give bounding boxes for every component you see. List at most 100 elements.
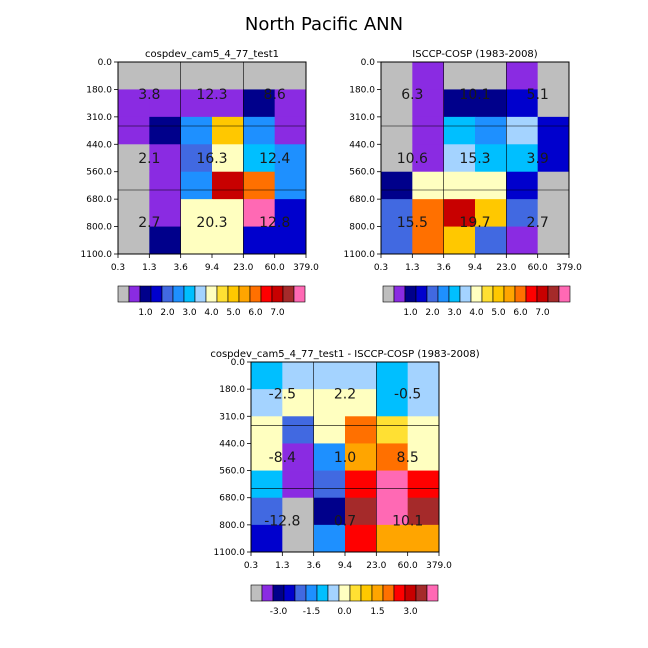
x-tick-label: 379.0	[556, 263, 582, 273]
heatmap-cell	[212, 116, 244, 145]
heatmap-cell	[118, 89, 150, 118]
heatmap-cell	[251, 470, 283, 499]
block-value: 8.5	[397, 450, 419, 466]
heatmap-cell	[443, 89, 476, 118]
heatmap-cell	[381, 89, 413, 118]
colorbar-label: 2.0	[425, 308, 440, 318]
heatmap-cell	[180, 171, 213, 200]
heatmap-cell	[251, 497, 283, 526]
y-tick-label: 440.0	[86, 140, 112, 150]
colorbar-swatch	[349, 584, 362, 602]
heatmap-cell	[243, 171, 276, 200]
colorbar-swatch	[282, 285, 295, 303]
heatmap-cell	[313, 497, 346, 526]
x-tick-label: 1.3	[405, 263, 419, 273]
heatmap-cell	[506, 144, 539, 173]
heatmap-cell	[282, 524, 315, 553]
block-value: 2.7	[527, 215, 549, 231]
colorbar-label: 1.0	[403, 308, 418, 318]
heatmap-cell	[407, 497, 440, 526]
heatmap-cell	[412, 171, 445, 200]
heatmap-cell	[506, 199, 539, 227]
heatmap-cell	[118, 199, 150, 227]
heatmap-cell	[376, 389, 409, 417]
x-tick-label: 0.3	[111, 263, 125, 273]
heatmap-cell	[118, 226, 150, 255]
heatmap-cell	[282, 443, 315, 471]
colorbar-label: 1.0	[138, 308, 153, 318]
y-tick-label: 680.0	[219, 494, 245, 504]
colorbar-swatch	[393, 285, 406, 303]
heatmap-cell	[376, 524, 409, 553]
heatmap-cell	[274, 62, 307, 90]
colorbar-swatch	[404, 285, 417, 303]
colorbar-swatch	[250, 584, 263, 602]
y-tick-label: 0.0	[98, 58, 113, 68]
heatmap-cell	[443, 116, 476, 145]
colorbar-swatch	[393, 584, 406, 602]
block-value: 6.3	[401, 87, 423, 103]
block-value: 3.9	[527, 151, 549, 167]
colorbar-swatch	[272, 584, 285, 602]
colorbar-swatch	[183, 285, 196, 303]
block-value: 2.1	[138, 151, 160, 167]
colorbar-swatch	[249, 285, 262, 303]
heatmap-cell	[475, 144, 507, 173]
colorbar-label: 2.0	[160, 308, 175, 318]
heatmap-cell	[313, 416, 346, 444]
heatmap-cell	[149, 199, 182, 227]
colorbar-label: 0.0	[337, 607, 352, 617]
heatmap-cell	[282, 416, 315, 444]
heatmap-cell	[376, 443, 409, 471]
colorbar-swatch	[150, 285, 163, 303]
y-tick-label: 800.0	[219, 521, 245, 531]
heatmap-cell	[180, 116, 213, 145]
colorbar-swatch	[261, 584, 274, 602]
heatmap-cell	[443, 171, 476, 200]
heatmap-cell	[274, 171, 307, 200]
colorbar-swatch	[327, 584, 340, 602]
colorbar-swatch	[415, 285, 428, 303]
y-tick-label: 310.0	[219, 412, 245, 422]
heatmap-cell	[376, 470, 409, 499]
colorbar-swatch	[294, 584, 307, 602]
x-tick-label: 1.3	[142, 263, 156, 273]
block-value: 19.7	[459, 215, 490, 231]
heatmap-cell	[537, 171, 570, 200]
heatmap-cell	[475, 116, 507, 145]
heatmap-cell	[274, 226, 307, 255]
heatmap-cell	[475, 171, 507, 200]
heatmap-cell	[251, 362, 283, 390]
heatmap-cell	[180, 144, 213, 173]
block-value: 10.1	[392, 513, 423, 529]
panel-model: cospdev_cam5_4_77_test1 3.8 12.3 8.6 2.1 16.3…	[81, 49, 320, 318]
y-tick-label: 440.0	[219, 439, 245, 449]
y-tick-label: 560.0	[86, 168, 112, 178]
heatmap-cell	[274, 144, 307, 173]
y-tick-label: 0.0	[361, 58, 376, 68]
heatmap-cell	[251, 524, 283, 553]
colorbar-swatch	[128, 285, 141, 303]
heatmap-cell	[475, 226, 507, 255]
heatmap-cell	[407, 416, 440, 444]
heatmap-cell	[180, 226, 213, 255]
x-tick-label: 23.0	[233, 263, 253, 273]
heatmap-cell	[412, 62, 445, 90]
heatmap-cell	[345, 524, 377, 553]
heatmap-cell	[313, 443, 346, 471]
x-tick-label: 0.3	[244, 561, 258, 571]
heatmap-cell	[180, 62, 213, 90]
y-tick-label: 1100.0	[214, 548, 246, 558]
heatmap-cell	[376, 416, 409, 444]
block-value: 20.3	[196, 215, 227, 231]
colorbar-swatch	[558, 285, 571, 303]
x-tick-label: 3.6	[174, 263, 189, 273]
colorbar-label: -1.5	[303, 607, 321, 617]
heatmap-cell	[243, 62, 276, 90]
heatmap-cell	[506, 62, 539, 90]
x-tick-label: 1.3	[275, 561, 289, 571]
x-tick-label: 9.4	[338, 561, 353, 571]
colorbar-swatch	[426, 584, 439, 602]
colorbar-label: 4.0	[469, 308, 484, 318]
